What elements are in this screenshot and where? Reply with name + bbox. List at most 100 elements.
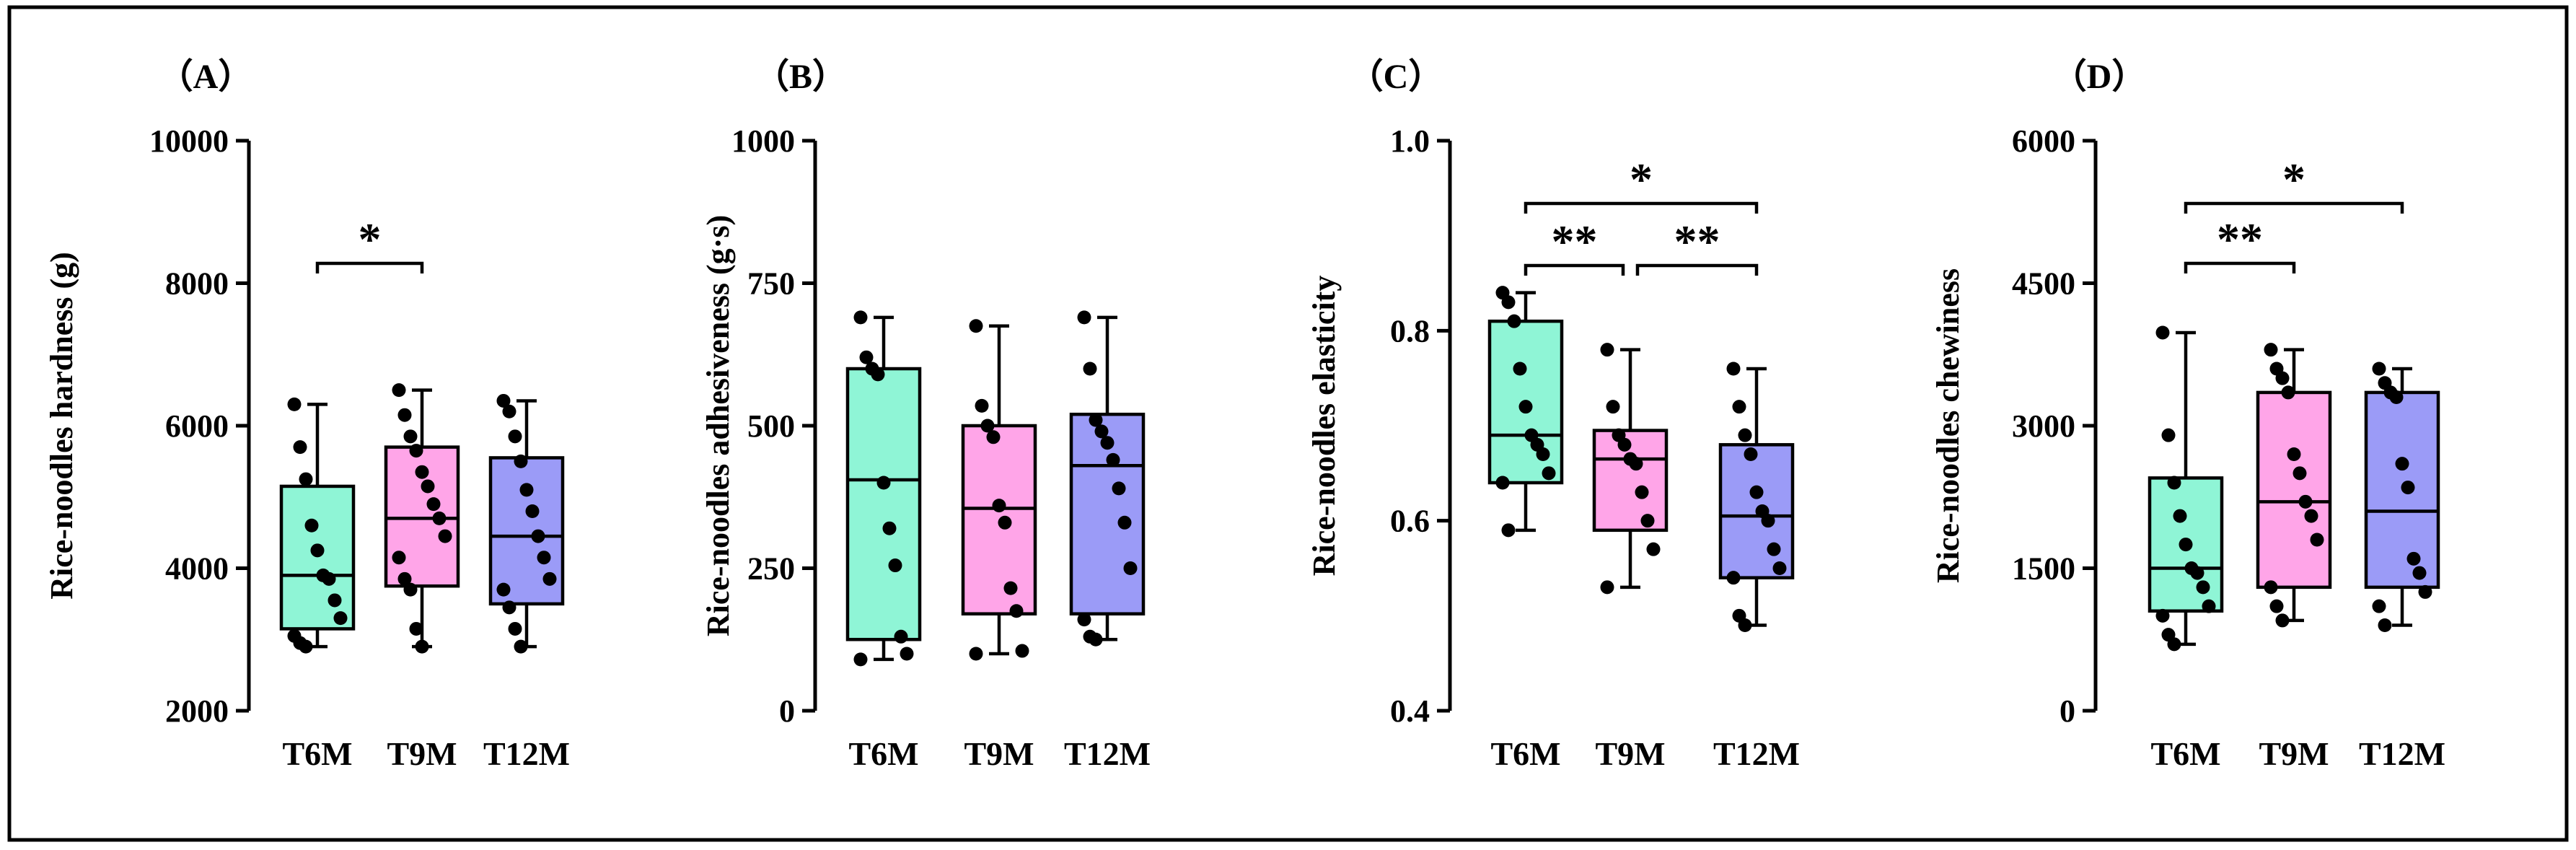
data-point	[421, 479, 435, 494]
data-point	[2406, 551, 2421, 566]
significance-label: **	[1674, 216, 1720, 267]
y-axis-title: Rice-noodles adhesiveness (g·s)	[700, 215, 736, 636]
data-point	[403, 582, 418, 597]
y-tick-label: 10000	[149, 123, 229, 159]
panel-a: （A） Rice-noodles hardness (g) 2000 4000 6000…	[44, 58, 570, 772]
panel-d: （D） Rice-noodles chewiness 0 1500 3000 4500 60…	[1930, 58, 2445, 772]
panel-label: （A）	[159, 58, 253, 96]
data-point	[2173, 509, 2187, 523]
y-axis-title: Rice-noodles elasticity	[1306, 276, 1342, 577]
data-point	[1009, 604, 1024, 618]
data-point	[299, 639, 313, 654]
y-tick-label: 3000	[2012, 408, 2075, 444]
data-point	[2155, 325, 2170, 340]
data-point	[322, 571, 336, 586]
data-point	[496, 393, 511, 408]
y-tick-label: 0.8	[1390, 313, 1430, 349]
data-point	[2167, 637, 2181, 652]
data-point	[537, 551, 551, 565]
box-t6m	[845, 367, 922, 641]
data-point	[1738, 428, 1752, 442]
data-point	[1772, 561, 1787, 575]
data-point	[2264, 580, 2278, 595]
data-point	[397, 571, 412, 586]
data-point	[1003, 581, 1018, 595]
data-point	[2161, 428, 2176, 442]
data-point	[859, 350, 874, 364]
data-point	[2401, 481, 2415, 495]
data-point	[1117, 515, 1132, 530]
panel-label: （D）	[2052, 58, 2147, 96]
data-point	[2412, 566, 2427, 580]
data-point	[2287, 447, 2301, 461]
data-point	[2196, 580, 2210, 595]
data-point	[502, 600, 516, 615]
x-tick-label: T9M	[1595, 735, 1665, 772]
data-point	[1513, 362, 1527, 376]
data-point	[1606, 400, 1620, 414]
data-point	[333, 611, 348, 626]
data-point	[2372, 599, 2386, 613]
data-point	[853, 310, 868, 325]
data-point	[328, 593, 342, 608]
y-tick-label: 2000	[165, 693, 229, 729]
data-point	[980, 419, 995, 433]
significance-bracket	[1524, 201, 1759, 214]
significance-bracket	[315, 261, 424, 273]
data-point	[1600, 343, 1614, 357]
data-point	[310, 543, 325, 558]
data-point	[304, 518, 319, 533]
box-t6m	[279, 484, 356, 631]
data-point	[2298, 494, 2313, 509]
data-point	[2264, 343, 2278, 357]
data-point	[1749, 485, 1764, 499]
data-point	[2275, 371, 2290, 385]
data-point	[2281, 385, 2295, 400]
y-tick-label: 1500	[2012, 551, 2075, 587]
y-tick-label: 6000	[2012, 123, 2075, 159]
y-tick-label: 0	[2060, 693, 2075, 729]
y-tick-label: 4500	[2012, 266, 2075, 302]
data-point	[871, 367, 885, 382]
data-point	[2389, 390, 2404, 404]
y-tick-label: 1.0	[1390, 123, 1430, 159]
data-point	[502, 404, 516, 419]
data-point	[1767, 542, 1781, 556]
y-tick-label: 250	[747, 551, 795, 587]
data-point	[986, 430, 1001, 444]
data-point	[882, 521, 897, 535]
data-point	[1542, 466, 1556, 481]
significance-label: *	[1630, 154, 1653, 205]
data-point	[397, 408, 412, 422]
x-tick-label: T12M	[1064, 735, 1151, 772]
x-tick-label: T6M	[848, 735, 918, 772]
data-point	[432, 511, 447, 525]
data-point	[876, 476, 891, 490]
data-point	[508, 429, 522, 444]
x-tick-label: T12M	[1713, 735, 1800, 772]
x-tick-label: T9M	[387, 735, 457, 772]
data-point	[1761, 514, 1775, 528]
y-tick-label: 4000	[165, 551, 229, 587]
x-tick-label: T6M	[2150, 735, 2220, 772]
data-point	[2372, 362, 2386, 376]
data-point	[392, 383, 406, 398]
y-tick-label: 0.4	[1390, 693, 1430, 729]
data-point	[2304, 509, 2318, 523]
data-point	[392, 551, 406, 565]
data-point	[1726, 571, 1741, 585]
data-point	[2179, 538, 2193, 552]
x-tick-label: T9M	[2259, 735, 2329, 772]
data-point	[508, 621, 522, 636]
data-point	[293, 440, 307, 455]
significance-bracket	[2184, 261, 2296, 273]
significance-bracket	[1524, 263, 1625, 276]
data-point	[525, 504, 540, 518]
data-point	[1077, 613, 1091, 627]
significance-label: **	[2217, 214, 2263, 265]
data-point	[1100, 436, 1115, 450]
data-point	[1089, 413, 1103, 427]
y-tick-label: 750	[747, 266, 795, 302]
y-tick-label: 0.6	[1390, 504, 1430, 539]
panel-label: （B）	[755, 58, 847, 96]
